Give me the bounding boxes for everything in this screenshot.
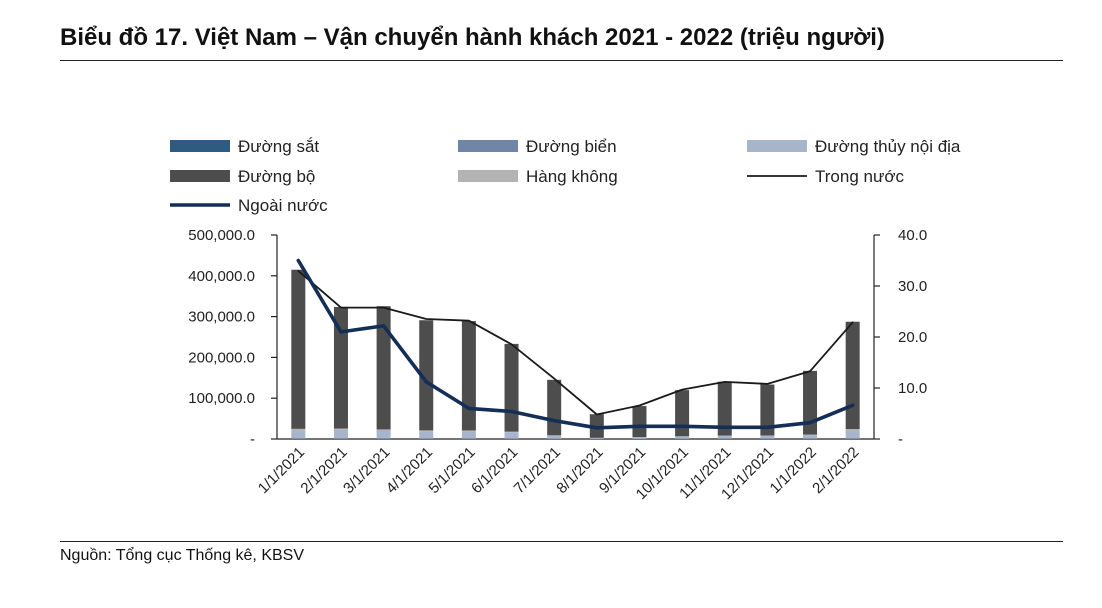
bar-segment: [504, 431, 519, 433]
chart-title: Biểu đồ 17. Việt Nam – Vận chuyển hành k…: [60, 24, 885, 51]
bar-segment: [845, 429, 860, 431]
right-tick-label: -: [898, 431, 903, 448]
right-tick-label: 20.0: [898, 329, 927, 346]
bars: [291, 269, 860, 439]
bar-segment: [803, 435, 818, 439]
legend-label: Ngoài nước: [238, 196, 328, 215]
source-rule: [60, 541, 1063, 542]
bar-segment: [419, 431, 434, 439]
bar-segment: [333, 306, 348, 429]
bar-segment: [504, 343, 519, 432]
right-tick-label: 30.0: [898, 278, 927, 295]
x-tick-labels: 1/1/20212/1/20213/1/20214/1/20215/1/2021…: [255, 444, 863, 503]
bar-segment: [845, 321, 860, 430]
legend-swatch: [458, 170, 518, 182]
bar-segment: [376, 430, 391, 439]
left-tick-label: 400,000.0: [188, 268, 255, 285]
legend-label: Đường biển: [526, 137, 617, 156]
bar-segment: [291, 269, 306, 429]
bar-segment: [419, 430, 434, 432]
legend: Đường sắt Đường biển Đường thủy nội địa Đườ…: [170, 137, 961, 215]
left-tick-label: 100,000.0: [188, 390, 255, 407]
bar-segment: [333, 429, 348, 439]
legend-label: Đường thủy nội địa: [815, 137, 961, 156]
bar-segment: [461, 430, 476, 432]
bar-segment: [461, 321, 476, 431]
legend-swatch: [170, 170, 230, 182]
bar-segment: [845, 430, 860, 439]
left-tick-label: 200,000.0: [188, 349, 255, 366]
legend-label: Đường sắt: [238, 137, 319, 156]
right-tick-label: 10.0: [898, 380, 927, 397]
legend-label: Trong nước: [815, 167, 904, 186]
bar-segment: [547, 379, 562, 436]
series-line: [297, 269, 854, 416]
bar-segment: [675, 390, 690, 437]
legend-swatch: [747, 140, 807, 152]
legend-swatch: [170, 140, 230, 152]
bar-segment: [717, 435, 732, 439]
legend-label: Hàng không: [526, 167, 618, 186]
bar-segment: [717, 381, 732, 436]
source-note: Nguồn: Tổng cục Thống kê, KBSV: [60, 547, 305, 564]
bar-segment: [376, 306, 391, 430]
bar-segment: [461, 431, 476, 439]
legend-swatch: [458, 140, 518, 152]
bar-segment: [760, 384, 775, 436]
bar-segment: [675, 436, 690, 439]
bar-segment: [632, 437, 647, 439]
left-tick-label: -: [250, 431, 255, 448]
left-tick-label: 500,000.0: [188, 227, 255, 244]
bar-segment: [632, 406, 647, 438]
bar-segment: [291, 428, 306, 431]
bar-segment: [803, 434, 818, 436]
axes: - 100,000.0 200,000.0 300,000.0 400,000.0 500…: [188, 227, 927, 448]
left-tick-label: 300,000.0: [188, 309, 255, 326]
series-line: [296, 258, 855, 430]
bar-segment: [291, 430, 306, 439]
bar-segment: [803, 370, 818, 435]
bar-segment: [547, 435, 562, 439]
bar-segment: [419, 320, 434, 431]
right-tick-label: 40.0: [898, 227, 927, 244]
bar-segment: [589, 437, 604, 439]
x-tick-label: 2/1/2022: [809, 444, 862, 497]
bar-segment: [333, 428, 348, 430]
legend-label: Đường bộ: [238, 167, 315, 186]
lines: [296, 258, 855, 430]
title-rule: [60, 60, 1063, 61]
bar-segment: [376, 429, 391, 431]
bar-segment: [504, 432, 519, 439]
bar-segment: [760, 435, 775, 439]
